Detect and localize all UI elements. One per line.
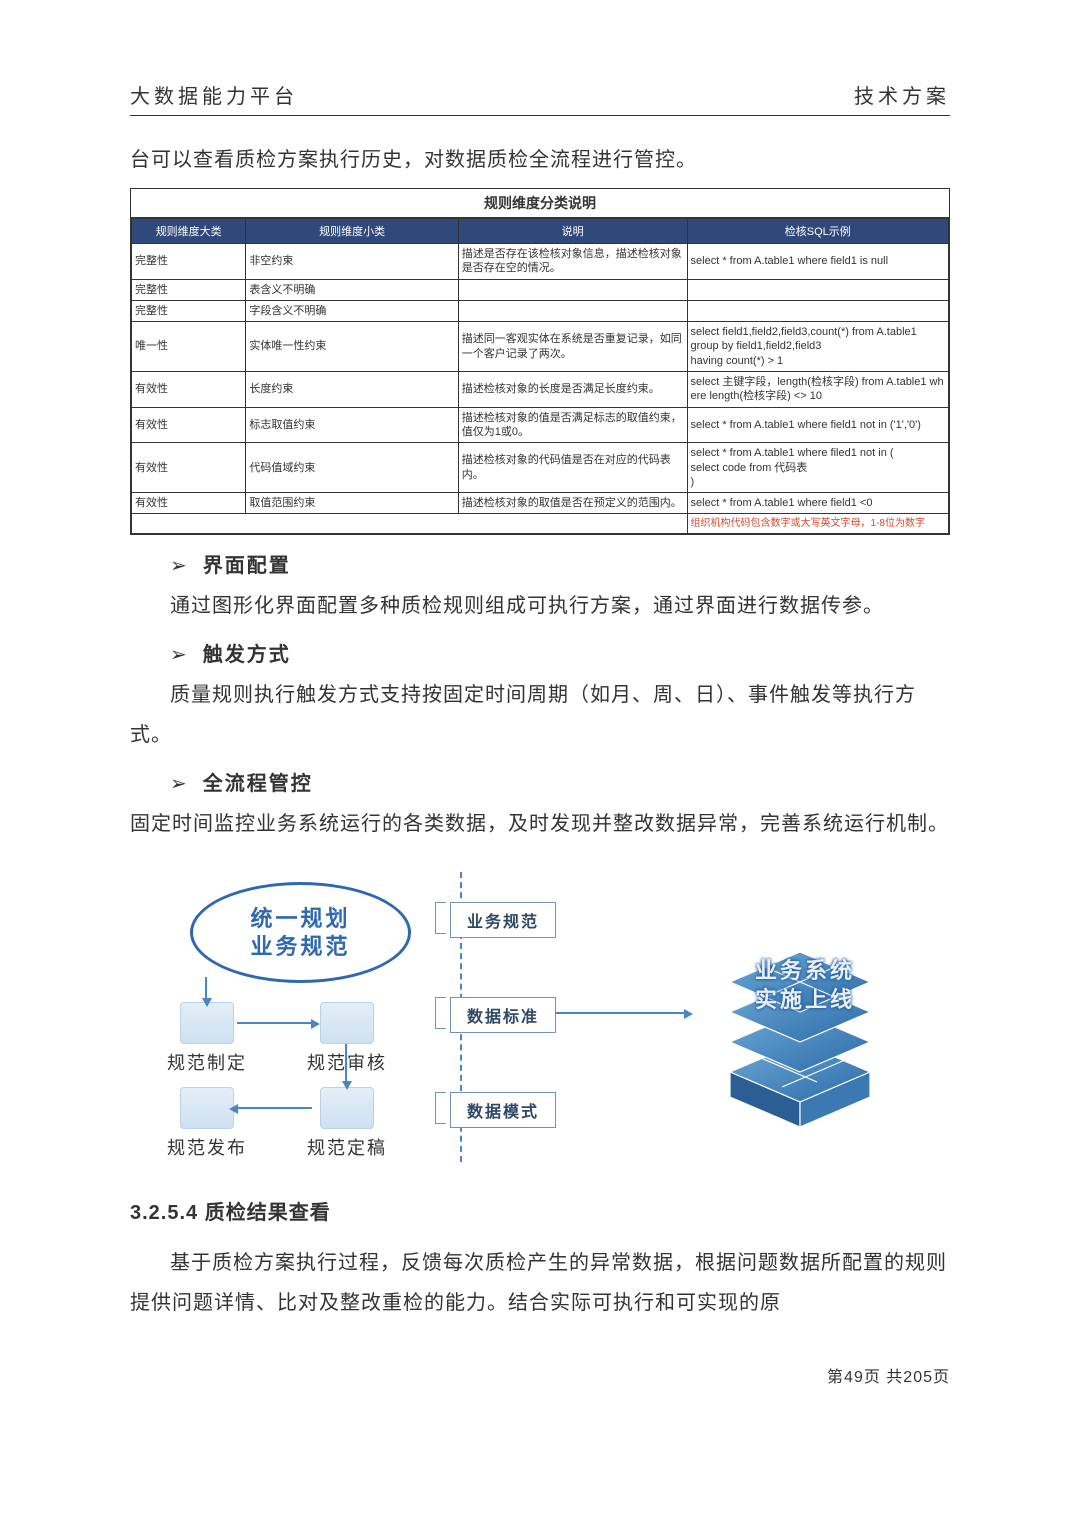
cube-line2: 实施上线 <box>755 987 855 1012</box>
label-spec-create: 规范制定 <box>167 1049 247 1075</box>
page-header: 大数据能力平台 技术方案 <box>130 80 950 109</box>
bracket-icon <box>435 997 446 1029</box>
table-title: 规则维度分类说明 <box>131 189 949 218</box>
process-diagram: 统一规划 业务规范 规范制定 规范审核 规范发布 规范定稿 业务规范 数据标准 … <box>155 872 925 1168</box>
table-cell: 代码值域约束 <box>246 443 458 493</box>
table-header: 检核SQL示例 <box>687 219 948 244</box>
header-left: 大数据能力平台 <box>130 80 298 109</box>
bullet-title: 触发方式 <box>203 644 291 666</box>
table-row: 唯一性实体唯一性约束描述同一客观实体在系统是否重复记录，如同一个客户记录了两次。… <box>132 322 949 372</box>
table-cell: 非空约束 <box>246 244 458 280</box>
table-row: 有效性标志取值约束描述检核对象的值是否满足标志的取值约束，值仅为1或0。sele… <box>132 407 949 443</box>
icon-spec-review <box>320 1002 374 1044</box>
table-cell: select field1,field2,field3,count(*) fro… <box>687 322 948 372</box>
table-cell: 描述检核对象的代码值是否在对应的代码表内。 <box>458 443 687 493</box>
table-cell: 组织机构代码包含数字或大写英文字母，1-8位为数字 <box>687 514 948 534</box>
icon-spec-create <box>180 1002 234 1044</box>
arrow-icon <box>345 1044 347 1082</box>
table-cell: 有效性 <box>132 443 246 493</box>
intro-paragraph: 台可以查看质检方案执行历史，对数据质检全流程进行管控。 <box>130 140 950 180</box>
table-header: 说明 <box>458 219 687 244</box>
table-cell: 完整性 <box>132 279 246 300</box>
rules-table: 规则维度分类说明 规则维度大类 规则维度小类 说明 检核SQL示例 完整性非空约… <box>130 188 950 535</box>
bullet-title: 界面配置 <box>203 555 291 577</box>
header-divider <box>130 115 950 116</box>
bracket-label: 数据模式 <box>450 1092 556 1128</box>
diagram-oval: 统一规划 业务规范 <box>190 882 411 983</box>
table-row: 完整性表含义不明确 <box>132 279 949 300</box>
table-cell: 描述检核对象的值是否满足标志的取值约束，值仅为1或0。 <box>458 407 687 443</box>
oval-line1: 统一规划 <box>250 905 350 933</box>
label-spec-review: 规范审核 <box>307 1049 387 1075</box>
table-row: 完整性非空约束描述是否存在该检核对象信息，描述检核对象是否存在空的情况。sele… <box>132 244 949 280</box>
table-cell: 描述是否存在该检核对象信息，描述检核对象是否存在空的情况。 <box>458 244 687 280</box>
table-row-partial: 组织机构代码包含数字或大写英文字母，1-8位为数字 <box>132 514 949 534</box>
arrow-icon <box>205 977 207 999</box>
triangle-bullet-icon: ➢ <box>170 773 189 795</box>
table-cell: 描述检核对象的长度是否满足长度约束。 <box>458 372 687 408</box>
table-cell: 取值范围约束 <box>246 493 458 514</box>
table-header: 规则维度小类 <box>246 219 458 244</box>
bullet-heading: ➢ 全流程管控 <box>170 767 950 796</box>
table-row: 有效性取值范围约束描述检核对象的取值是否在预定义的范围内。select * fr… <box>132 493 949 514</box>
bracket-icon <box>435 1092 446 1124</box>
bullet-paragraph: 固定时间监控业务系统运行的各类数据，及时发现并整改数据异常，完善系统运行机制。 <box>130 804 950 844</box>
table-cell: 实体唯一性约束 <box>246 322 458 372</box>
label-spec-final: 规范定稿 <box>307 1134 387 1160</box>
table-cell: 长度约束 <box>246 372 458 408</box>
bracket-label: 数据标准 <box>450 997 556 1033</box>
bullet-heading: ➢ 触发方式 <box>170 638 950 667</box>
icon-spec-final <box>320 1087 374 1129</box>
arrow-icon <box>555 1012 685 1014</box>
cube-line1: 业务系统 <box>755 958 855 983</box>
table-header-row: 规则维度大类 规则维度小类 说明 检核SQL示例 <box>132 219 949 244</box>
table-cell: 唯一性 <box>132 322 246 372</box>
triangle-bullet-icon: ➢ <box>170 644 189 666</box>
table-cell: 有效性 <box>132 372 246 408</box>
table-row: 有效性代码值域约束描述检核对象的代码值是否在对应的代码表内。select * f… <box>132 443 949 493</box>
table-cell: select 主键字段，length(检核字段) from A.table1 w… <box>687 372 948 408</box>
table-cell: select * from A.table1 where filed1 not … <box>687 443 948 493</box>
table-cell: select * from A.table1 where field1 <0 <box>687 493 948 514</box>
section-heading: 3.2.5.4 质检结果查看 <box>130 1196 950 1225</box>
bullet-heading: ➢ 界面配置 <box>170 549 950 578</box>
table-cell: 表含义不明确 <box>246 279 458 300</box>
label-spec-publish: 规范发布 <box>167 1134 247 1160</box>
page-number: 第49页 共205页 <box>130 1363 950 1387</box>
table-header: 规则维度大类 <box>132 219 246 244</box>
table-cell <box>458 279 687 300</box>
table-cell: 描述同一客观实体在系统是否重复记录，如同一个客户记录了两次。 <box>458 322 687 372</box>
table-cell: 描述检核对象的取值是否在预定义的范围内。 <box>458 493 687 514</box>
table-cell: 有效性 <box>132 407 246 443</box>
table-cell: 标志取值约束 <box>246 407 458 443</box>
table-cell: 有效性 <box>132 493 246 514</box>
header-right: 技术方案 <box>854 80 950 109</box>
table-cell: 完整性 <box>132 244 246 280</box>
bracket-icon <box>435 902 446 934</box>
triangle-bullet-icon: ➢ <box>170 555 189 577</box>
table-row: 有效性长度约束描述检核对象的长度是否满足长度约束。select 主键字段，len… <box>132 372 949 408</box>
table-cell: select * from A.table1 where field1 not … <box>687 407 948 443</box>
arrow-icon <box>237 1107 312 1109</box>
bracket-label: 业务规范 <box>450 902 556 938</box>
table-cell <box>458 300 687 321</box>
bullet-paragraph: 通过图形化界面配置多种质检规则组成可执行方案，通过界面进行数据传参。 <box>130 586 950 626</box>
bullet-paragraph: 质量规则执行触发方式支持按固定时间周期（如月、周、日）、事件触发等执行方式。 <box>130 675 950 755</box>
table-cell: 字段含义不明确 <box>246 300 458 321</box>
table-cell: 完整性 <box>132 300 246 321</box>
bullet-title: 全流程管控 <box>203 773 313 795</box>
cube-stack: 业务系统 实施上线 <box>700 902 910 1137</box>
table-row: 完整性字段含义不明确 <box>132 300 949 321</box>
table-cell <box>687 300 948 321</box>
section-paragraph: 基于质检方案执行过程，反馈每次质检产生的异常数据，根据问题数据所配置的规则提供问… <box>130 1243 950 1323</box>
arrow-icon <box>237 1022 312 1024</box>
oval-line2: 业务规范 <box>250 933 350 961</box>
table-cell: select * from A.table1 where field1 is n… <box>687 244 948 280</box>
icon-spec-publish <box>180 1087 234 1129</box>
table-cell <box>687 279 948 300</box>
